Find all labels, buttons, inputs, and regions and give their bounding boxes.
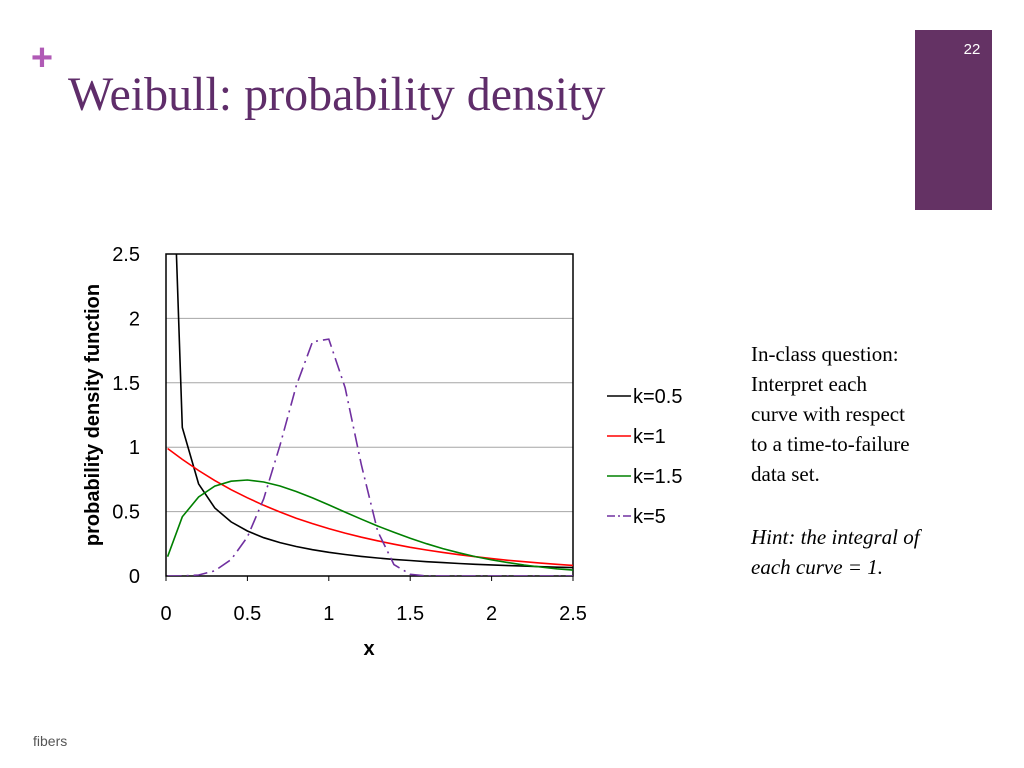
hint-text: Hint: the integral of each curve = 1. [750, 525, 923, 579]
slide-title: Weibull: probability density [68, 68, 605, 121]
question-line: to a time-to-failure [751, 432, 910, 456]
x-tick-label: 0.5 [233, 603, 261, 625]
slide-number: 22 [964, 41, 981, 58]
number-panel [915, 30, 992, 210]
question-line: data set. [751, 462, 820, 486]
legend-label: k=1 [633, 426, 666, 448]
question-text: In-class question: Interpret each curve wi… [751, 342, 910, 486]
legend-label: k=0.5 [633, 386, 682, 408]
chart: 0 0.5 1 1.5 2 2.5 0 0.5 1 1.5 2 2.5 x probability den… [82, 244, 682, 660]
y-tick-label: 1 [129, 437, 140, 459]
x-tick-label: 1 [323, 603, 334, 625]
plot-border [165, 253, 574, 577]
question-line: curve with respect [751, 402, 905, 426]
y-tick-label: 1.5 [112, 373, 140, 395]
plus-mark: + [31, 37, 53, 79]
question-line: Interpret each [751, 372, 868, 396]
plot-area [166, 254, 573, 576]
hint-line: Hint: the integral of [750, 525, 923, 549]
x-tick-label: 1.5 [396, 603, 424, 625]
series-line [175, 254, 573, 569]
series-line [167, 338, 573, 576]
y-tick-label: 0.5 [112, 502, 140, 524]
x-tick-label: 2 [486, 603, 497, 625]
series-line [167, 447, 573, 567]
question-line: In-class question: [751, 342, 899, 366]
y-tick-label: 2.5 [112, 244, 140, 266]
x-tick-label: 2.5 [559, 603, 587, 625]
y-axis-title: probability density function [82, 284, 104, 546]
y-tick-label: 0 [129, 566, 140, 588]
legend-label: k=1.5 [633, 466, 682, 488]
legend-label: k=5 [633, 506, 666, 528]
footer: fibers [33, 733, 67, 749]
hint-line: each curve = 1. [751, 555, 883, 579]
series-line [166, 479, 573, 571]
x-tick-label: 0 [160, 603, 171, 625]
x-axis-title: x [363, 638, 374, 660]
y-tick-label: 2 [129, 308, 140, 330]
